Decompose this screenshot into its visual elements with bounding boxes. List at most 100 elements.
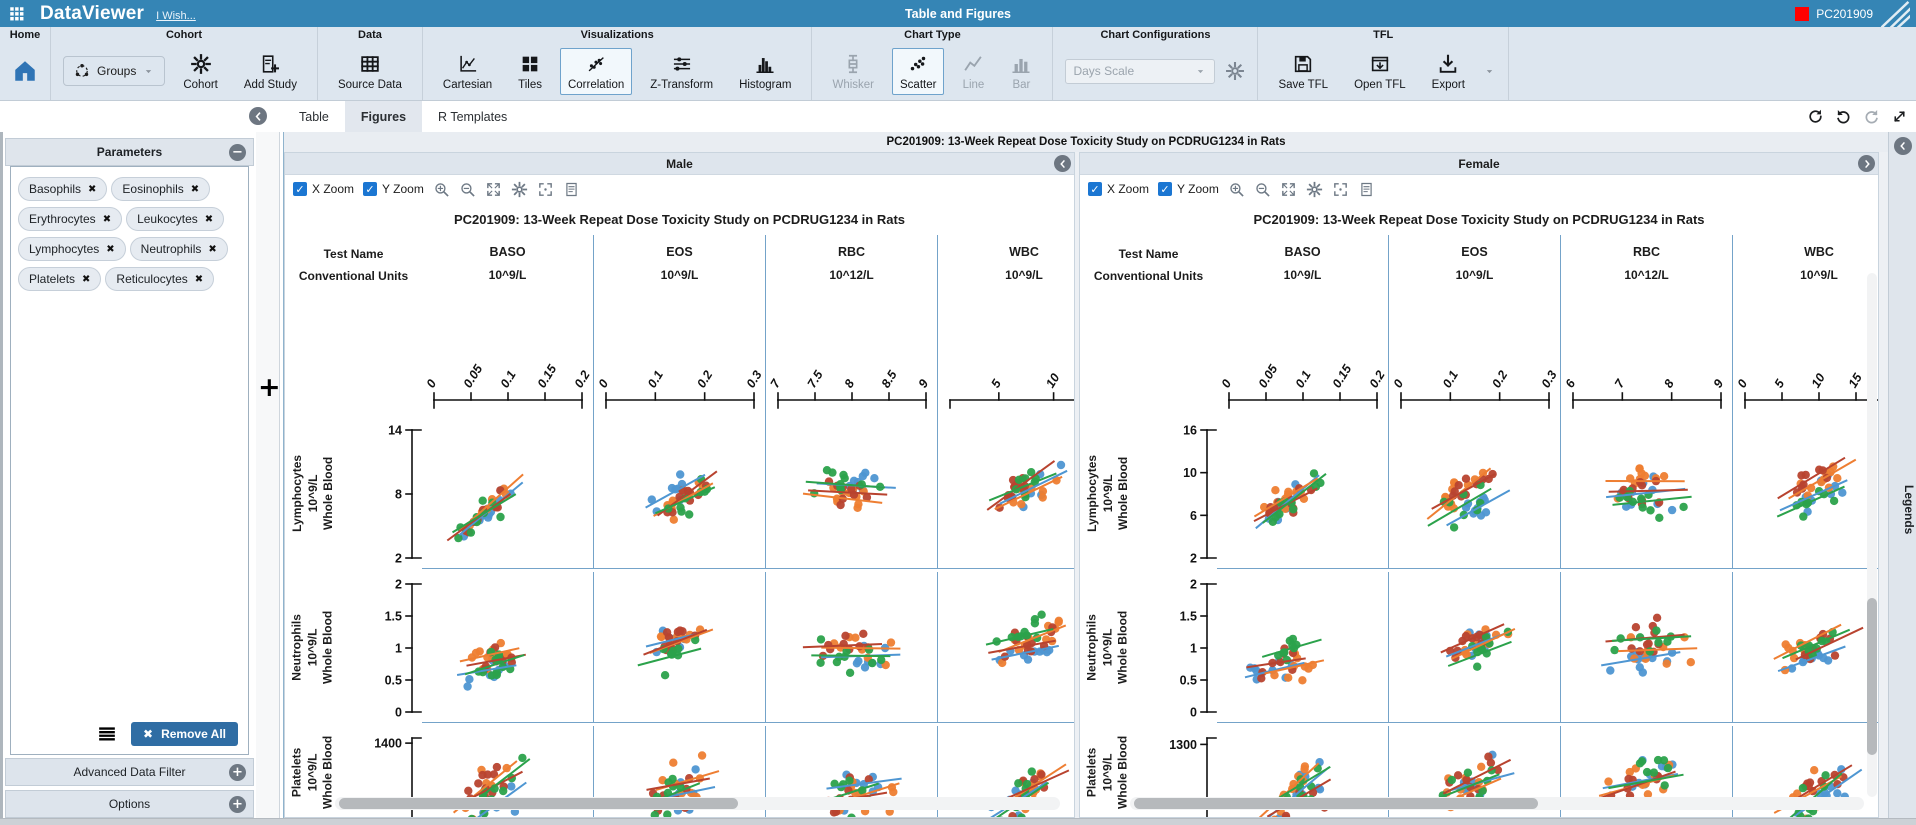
cartesian-button[interactable]: Cartesian bbox=[435, 48, 500, 95]
scatter-cell[interactable] bbox=[938, 418, 1074, 568]
plot-cell[interactable] bbox=[1389, 726, 1561, 818]
plot-cell[interactable] bbox=[938, 572, 1074, 722]
plot-cell[interactable] bbox=[1561, 572, 1733, 722]
parameter-chip-neutrophils[interactable]: Neutrophils ✖ bbox=[129, 237, 228, 261]
h-scroll-thumb[interactable] bbox=[339, 798, 738, 809]
y-zoom-checkbox[interactable]: ✓ Y Zoom bbox=[1158, 182, 1219, 196]
chevron-left-icon[interactable] bbox=[1054, 155, 1071, 172]
report-icon[interactable] bbox=[1358, 181, 1375, 198]
refresh-button[interactable] bbox=[1807, 108, 1824, 125]
accordion-options[interactable]: Options + bbox=[5, 790, 254, 818]
z-transform-button[interactable]: Z-Transform bbox=[642, 48, 721, 95]
zoom-in-icon[interactable] bbox=[433, 181, 450, 198]
plot-cell[interactable] bbox=[1561, 418, 1733, 568]
sidebar-collapse-button[interactable] bbox=[249, 107, 267, 125]
parameter-chip-reticulocytes[interactable]: Reticulocytes ✖ bbox=[105, 267, 215, 291]
wish-link[interactable]: I Wish... bbox=[156, 9, 196, 22]
plot-cell[interactable] bbox=[594, 726, 766, 818]
parameter-chip-lymphocytes[interactable]: Lymphocytes ✖ bbox=[18, 237, 126, 261]
gear-icon[interactable] bbox=[1306, 181, 1323, 198]
scatter-cell[interactable] bbox=[422, 418, 594, 568]
x-icon[interactable]: ✖ bbox=[208, 243, 217, 255]
home-button[interactable] bbox=[12, 58, 38, 84]
add-study-button[interactable]: Add Study bbox=[236, 48, 305, 95]
scatter-cell[interactable] bbox=[1561, 726, 1733, 818]
plus-circle-icon[interactable]: + bbox=[229, 795, 246, 813]
scatter-cell[interactable] bbox=[594, 418, 766, 568]
plot-cell[interactable] bbox=[1389, 418, 1561, 568]
accordion-advanced-data-filter[interactable]: Advanced Data Filter + bbox=[5, 758, 254, 786]
resize-button[interactable] bbox=[1891, 108, 1908, 125]
parameters-panel-header[interactable]: Parameters − bbox=[5, 138, 254, 166]
correlation-button[interactable]: Correlation bbox=[559, 47, 633, 95]
plot-cell[interactable] bbox=[422, 418, 594, 568]
tab-figures[interactable]: Figures bbox=[344, 101, 423, 132]
focus-icon[interactable] bbox=[537, 181, 554, 198]
parameter-chip-leukocytes[interactable]: Leukocytes ✖ bbox=[126, 207, 225, 231]
days-scale-select[interactable]: Days Scale bbox=[1065, 58, 1216, 84]
scatter-cell[interactable] bbox=[594, 726, 766, 818]
x-icon[interactable]: ✖ bbox=[82, 273, 91, 285]
remove-all-button[interactable]: ✖ Remove All bbox=[131, 722, 238, 746]
add-parameter-plus[interactable]: + bbox=[258, 372, 281, 403]
source-data-button[interactable]: Source Data bbox=[330, 48, 410, 95]
expand-icon[interactable] bbox=[485, 181, 502, 198]
plot-cell[interactable] bbox=[422, 572, 594, 722]
plot-cell[interactable] bbox=[594, 418, 766, 568]
app-grid-icon[interactable] bbox=[8, 5, 26, 23]
list-icon[interactable] bbox=[97, 724, 117, 744]
scatter-cell[interactable] bbox=[938, 572, 1074, 722]
scatter-cell[interactable] bbox=[1733, 572, 1878, 722]
plot-cell[interactable] bbox=[1217, 418, 1389, 568]
save-tfl-button[interactable]: Save TFL bbox=[1270, 48, 1336, 95]
zoom-in-icon[interactable] bbox=[1228, 181, 1245, 198]
caret-down-icon[interactable] bbox=[1483, 65, 1496, 78]
x-icon[interactable]: ✖ bbox=[102, 213, 112, 225]
legends-strip[interactable]: Legends bbox=[1888, 132, 1916, 818]
scatter-cell[interactable] bbox=[1561, 418, 1733, 568]
parameter-chip-basophils[interactable]: Basophils ✖ bbox=[18, 177, 108, 201]
tab-r-templates[interactable]: R Templates bbox=[438, 109, 508, 124]
zoom-out-icon[interactable] bbox=[1254, 181, 1271, 198]
x-icon[interactable]: ✖ bbox=[88, 183, 97, 195]
x-icon[interactable]: ✖ bbox=[204, 213, 214, 225]
plot-cell[interactable] bbox=[594, 572, 766, 722]
expand-icon[interactable] bbox=[1280, 181, 1297, 198]
chevron-right-icon[interactable] bbox=[1858, 155, 1875, 172]
tab-table[interactable]: Table bbox=[299, 109, 329, 124]
v-scroll-thumb[interactable] bbox=[1867, 597, 1877, 756]
scatter-cell[interactable] bbox=[1217, 418, 1389, 568]
plot-cell[interactable] bbox=[1217, 572, 1389, 722]
gear-icon[interactable] bbox=[511, 181, 528, 198]
x-zoom-checkbox[interactable]: ✓ X Zoom bbox=[1088, 182, 1149, 196]
export-button[interactable]: Export bbox=[1424, 48, 1473, 95]
scatter-cell[interactable] bbox=[766, 418, 938, 568]
chevron-left-icon[interactable] bbox=[1893, 137, 1912, 155]
parameter-chip-eosinophils[interactable]: Eosinophils ✖ bbox=[111, 177, 211, 201]
plot-cell[interactable] bbox=[766, 418, 938, 568]
h-scroll-thumb[interactable] bbox=[1134, 798, 1538, 809]
scatter-cell[interactable] bbox=[1389, 726, 1561, 818]
zoom-out-icon[interactable] bbox=[459, 181, 476, 198]
x-icon[interactable]: ✖ bbox=[194, 273, 204, 285]
histogram-button[interactable]: Histogram bbox=[731, 48, 799, 95]
x-icon[interactable]: ✖ bbox=[190, 183, 200, 195]
sidebar-splitter[interactable]: + bbox=[256, 132, 281, 818]
plot-cell[interactable] bbox=[766, 572, 938, 722]
y-zoom-checkbox[interactable]: ✓ Y Zoom bbox=[363, 182, 424, 196]
scatter-cell[interactable] bbox=[1561, 572, 1733, 722]
scatter-cell[interactable] bbox=[1389, 572, 1561, 722]
redo-button[interactable] bbox=[1863, 108, 1880, 125]
minus-circle-icon[interactable]: − bbox=[229, 143, 246, 161]
scatter-cell[interactable] bbox=[1733, 418, 1878, 568]
plot-cell[interactable] bbox=[1389, 572, 1561, 722]
plot-cell[interactable] bbox=[1733, 572, 1878, 722]
plot-cell[interactable] bbox=[1733, 418, 1878, 568]
scatter-cell[interactable] bbox=[1389, 418, 1561, 568]
report-icon[interactable] bbox=[563, 181, 580, 198]
parameter-chip-platelets[interactable]: Platelets ✖ bbox=[18, 267, 102, 291]
x-icon[interactable]: ✖ bbox=[106, 243, 115, 255]
undo-button[interactable] bbox=[1835, 108, 1852, 125]
scatter-cell[interactable] bbox=[422, 572, 594, 722]
plot-cell[interactable] bbox=[1561, 726, 1733, 818]
